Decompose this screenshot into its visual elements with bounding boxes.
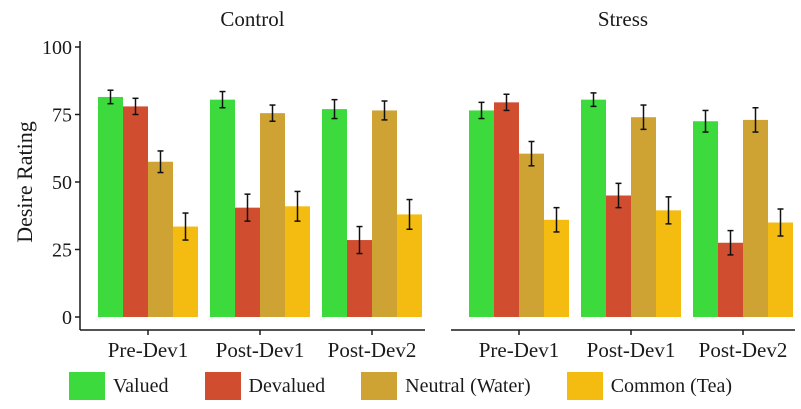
bar	[469, 110, 494, 317]
bar	[606, 195, 631, 317]
bar	[98, 96, 123, 317]
legend-swatch-common	[566, 372, 603, 400]
panel-title-stress: Stress	[598, 7, 648, 31]
x-tick-label: Pre-Dev1	[479, 338, 559, 362]
bar	[372, 110, 397, 317]
bar	[581, 99, 606, 318]
x-tick-label: Post-Dev2	[699, 338, 788, 362]
y-axis-title: Desire Rating	[12, 121, 37, 243]
bar	[210, 99, 235, 318]
bar	[173, 226, 198, 317]
bar	[494, 102, 519, 317]
bar	[397, 214, 422, 317]
legend-swatch-neutral	[361, 372, 398, 400]
legend-label-neutral: Neutral (Water)	[405, 374, 531, 397]
legend-item-valued: Valued	[68, 372, 169, 400]
y-tick-label: 75	[52, 105, 72, 127]
bar	[768, 222, 793, 317]
bar	[148, 161, 173, 317]
bar	[743, 119, 768, 318]
x-tick-label: Post-Dev1	[216, 338, 305, 362]
legend-label-valued: Valued	[112, 374, 169, 397]
x-tick-label: Pre-Dev1	[108, 338, 188, 362]
bar	[123, 106, 148, 318]
bar	[235, 207, 260, 317]
x-tick-label: Post-Dev2	[328, 338, 417, 362]
bar-chart: 0 25 50 75 100 Desire Rating Control Pre-Dev1 Po…	[12, 7, 795, 362]
y-tick-label: 25	[52, 240, 72, 262]
bar	[631, 117, 656, 317]
legend-swatch-devalued	[204, 372, 241, 400]
legend: Valued Devalued Neutral (Water) Common (…	[0, 368, 801, 404]
bar	[693, 121, 718, 317]
bar	[544, 219, 569, 317]
panel-title-control: Control	[220, 7, 284, 31]
bar	[322, 109, 347, 317]
legend-swatch-valued	[68, 372, 105, 400]
bar	[656, 210, 681, 317]
y-tick-label: 0	[62, 307, 72, 329]
x-tick-label: Post-Dev1	[587, 338, 676, 362]
legend-item-common: Common (Tea)	[566, 372, 733, 400]
bar	[285, 206, 310, 317]
legend-label-devalued: Devalued	[248, 374, 326, 397]
bar	[519, 153, 544, 317]
y-tick-label: 50	[52, 172, 72, 194]
legend-item-neutral: Neutral (Water)	[361, 372, 531, 400]
bar	[260, 113, 285, 318]
y-tick-label: 100	[42, 37, 72, 59]
legend-item-devalued: Devalued	[204, 372, 326, 400]
legend-label-common: Common (Tea)	[610, 374, 733, 397]
